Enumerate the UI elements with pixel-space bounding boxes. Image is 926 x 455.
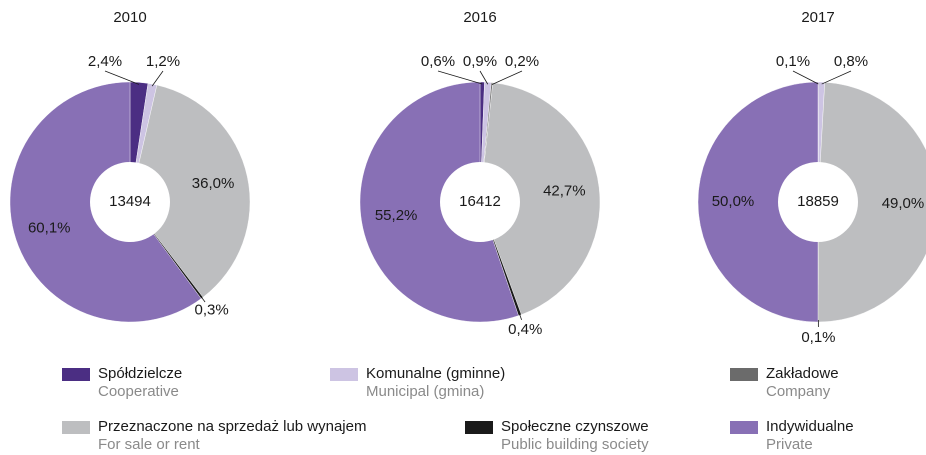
value-label: 0,1%: [801, 329, 835, 346]
value-label: 0,2%: [505, 53, 539, 70]
slice: [479, 82, 601, 315]
leader-line: [200, 296, 206, 303]
donut-hole: [440, 162, 520, 242]
value-label: 36,0%: [192, 175, 235, 192]
legend-swatch: [62, 421, 90, 434]
legend-swatch: [62, 368, 90, 381]
leader-line: [792, 70, 819, 85]
legend-sublabel: Public building society: [501, 436, 649, 453]
value-label: 55,2%: [375, 207, 418, 224]
slice: [359, 81, 519, 323]
value-label: 49,0%: [882, 195, 925, 212]
leader-line: [518, 313, 522, 321]
chart-title: 2017: [801, 9, 834, 26]
legend-sublabel: Municipal (gmina): [366, 383, 484, 400]
value-label: 42,7%: [543, 183, 586, 200]
donut-hole: [90, 162, 170, 242]
legend-sublabel: Company: [766, 383, 831, 400]
leader-line: [437, 70, 483, 85]
legend-label: Zakładowe: [766, 365, 839, 382]
legend-label: Przeznaczone na sprzedaż lub wynajem: [98, 418, 366, 435]
value-label: 60,1%: [28, 219, 71, 236]
chart-title: 2010: [113, 9, 146, 26]
center-total: 18859: [797, 193, 839, 210]
center-total: 16412: [459, 193, 501, 210]
chart-title: 2016: [463, 9, 496, 26]
leader-line: [491, 70, 523, 85]
leader-line: [104, 70, 140, 85]
legend-swatch: [730, 421, 758, 434]
slice: [129, 84, 251, 298]
value-label: 0,1%: [776, 53, 810, 70]
donut-hole: [778, 162, 858, 242]
legend-swatch: [465, 421, 493, 434]
legend-sublabel: For sale or rent: [98, 436, 201, 453]
slice: [697, 81, 819, 323]
legend-sublabel: Private: [766, 436, 813, 453]
legend-swatch: [330, 368, 358, 381]
leader-line: [151, 70, 164, 87]
legend-label: Spółdzielcze: [98, 365, 182, 382]
value-label: 50,0%: [712, 193, 755, 210]
leader-line: [821, 70, 852, 85]
legend-label: Komunalne (gminne): [366, 365, 505, 382]
leader-line: [479, 70, 489, 85]
legend-swatch: [730, 368, 758, 381]
value-label: 0,6%: [421, 53, 455, 70]
value-label: 1,2%: [146, 53, 180, 70]
slice: [817, 81, 926, 323]
legend-label: Indywidualne: [766, 418, 854, 435]
legend-label: Społeczne czynszowe: [501, 418, 649, 435]
value-label: 0,8%: [834, 53, 868, 70]
center-total: 13494: [109, 193, 151, 210]
value-label: 0,9%: [463, 53, 497, 70]
value-label: 0,4%: [508, 321, 542, 338]
value-label: 0,3%: [195, 302, 229, 319]
legend-sublabel: Cooperative: [98, 383, 179, 400]
value-label: 2,4%: [88, 53, 122, 70]
